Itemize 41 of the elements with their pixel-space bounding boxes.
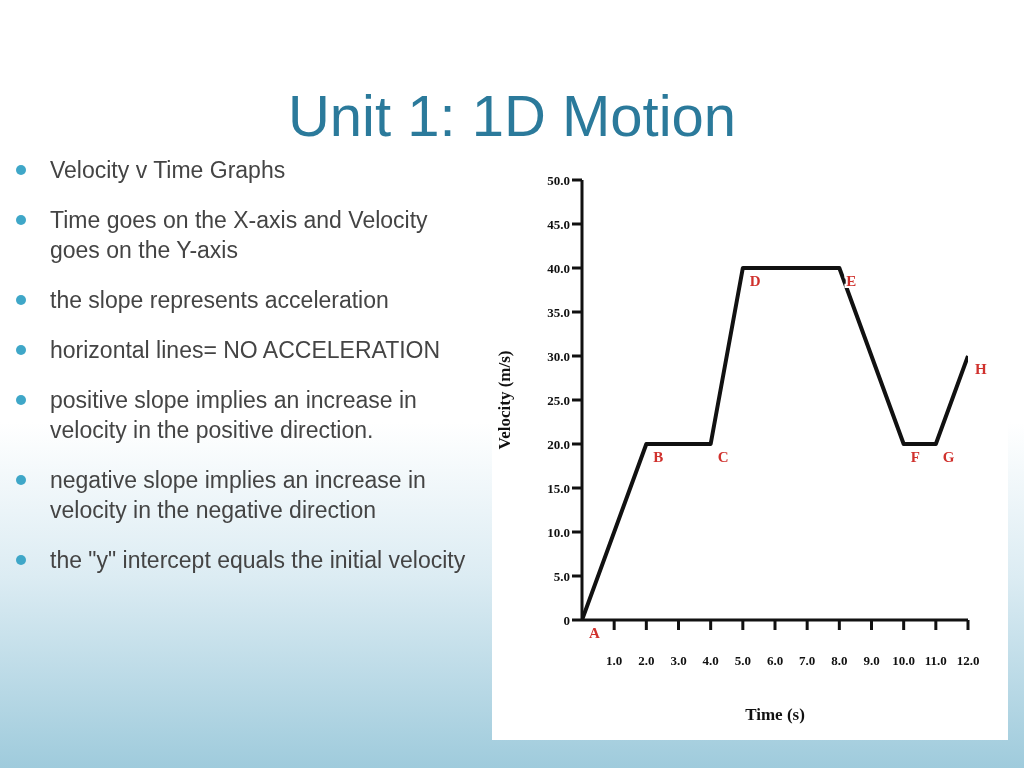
annotation: D bbox=[749, 273, 761, 289]
annotation: F bbox=[910, 449, 920, 465]
x-tick-label: 6.0 bbox=[766, 653, 784, 669]
y-tick-label: 0 bbox=[563, 612, 570, 628]
annotation: C bbox=[717, 449, 729, 465]
y-tick-label: 45.0 bbox=[547, 216, 570, 232]
y-tick-label: 25.0 bbox=[547, 392, 570, 408]
x-tick-label: 7.0 bbox=[799, 653, 816, 669]
annotation: G bbox=[942, 449, 955, 465]
y-tick-label: 30.0 bbox=[547, 348, 570, 364]
y-tick-label: 5.0 bbox=[553, 568, 570, 584]
text: negative slope implies an increase in velocity in the negative direction bbox=[49, 466, 427, 525]
y-axis-title: Velocity (m/s) bbox=[495, 350, 515, 450]
annotation: A bbox=[589, 625, 600, 641]
y-tick-label: 50.0 bbox=[547, 172, 570, 188]
x-tick-label: 12.0 bbox=[956, 653, 980, 669]
text: positive slope implies an increase in velocity in the positive direction. bbox=[49, 386, 418, 445]
text: Velocity v Time Graphs bbox=[49, 156, 287, 185]
annotation: B bbox=[653, 449, 664, 465]
y-tick-label: 15.0 bbox=[547, 480, 570, 496]
y-tick-label: 35.0 bbox=[547, 304, 570, 320]
x-tick-label: 5.0 bbox=[734, 653, 751, 669]
text: the "y" intercept equals the initial velocity bbox=[49, 546, 467, 575]
y-tick-label: 10.0 bbox=[547, 524, 570, 540]
x-tick-label: 2.0 bbox=[638, 653, 655, 669]
y-tick-label: 20.0 bbox=[547, 436, 570, 452]
x-tick-label: 1.0 bbox=[606, 653, 623, 669]
x-tick-label: 4.0 bbox=[702, 653, 719, 669]
x-tick-label: 10.0 bbox=[892, 653, 916, 669]
annotation: H bbox=[975, 361, 987, 377]
x-tick-label: 8.0 bbox=[831, 653, 848, 669]
annotation: E bbox=[846, 273, 857, 289]
text: horizontal lines= NO ACCELERATION bbox=[49, 336, 442, 365]
text: the slope represents acceleration bbox=[49, 286, 390, 315]
chart-title: Unit 1: 1D Motion bbox=[286, 82, 738, 149]
text: Time goes on the X-axis and Velocity goes on the Y-axis bbox=[49, 206, 429, 265]
x-tick-label: 11.0 bbox=[924, 653, 947, 669]
x-tick-label: 9.0 bbox=[863, 653, 880, 669]
x-axis-title: Time (s) bbox=[745, 705, 805, 724]
y-tick-label: 40.0 bbox=[547, 260, 570, 276]
x-tick-label: 3.0 bbox=[670, 653, 687, 669]
